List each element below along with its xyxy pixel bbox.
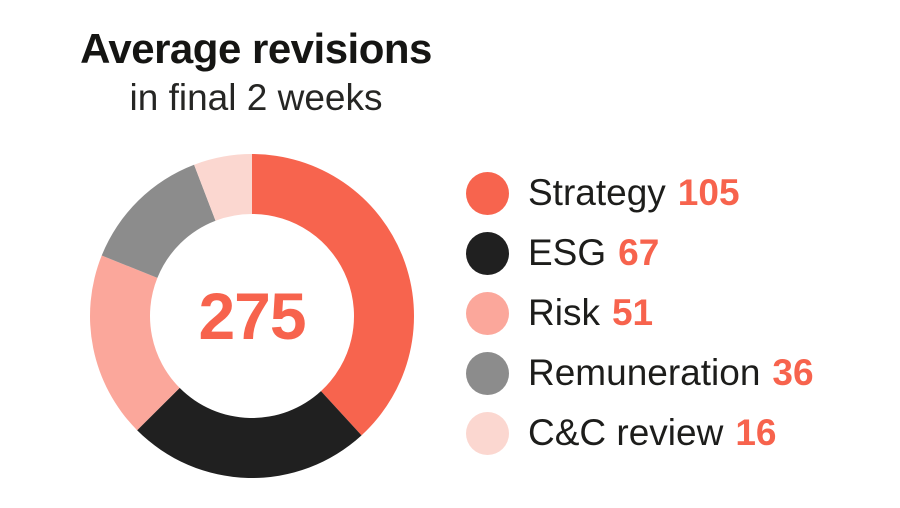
legend-item-cc-review: C&C review 16 [466, 403, 814, 463]
legend-value: 36 [772, 352, 814, 393]
donut-segment-c-c-review [194, 154, 252, 221]
page-title: Average revisions [80, 25, 432, 72]
donut-segment-remuneration [101, 164, 216, 278]
legend-label: ESG [528, 232, 607, 273]
donut-segment-esg [137, 387, 362, 478]
legend-item-strategy: Strategy 105 [466, 163, 814, 223]
legend-item-esg: ESG 67 [466, 223, 814, 283]
legend-swatch [466, 171, 509, 215]
legend-item-risk: Risk 51 [466, 283, 814, 343]
legend-value: 67 [618, 232, 660, 273]
title-block: Average revisions in final 2 weeks [57, 25, 455, 119]
donut-segment-risk [89, 255, 180, 431]
legend-swatch [466, 291, 509, 335]
donut-segment-strategy [252, 154, 414, 436]
legend-swatch [466, 231, 509, 275]
legend-label: C&C review [528, 412, 724, 453]
legend-label: Strategy [528, 172, 666, 213]
legend-label: Remuneration [528, 352, 761, 393]
legend-label: Risk [528, 292, 600, 333]
legend-swatch [466, 351, 509, 395]
legend-swatch [466, 411, 509, 455]
legend-value: 51 [611, 292, 654, 333]
page-subtitle: in final 2 weeks [129, 77, 383, 119]
legend-item-remuneration: Remuneration 36 [466, 343, 814, 403]
chart-legend: Strategy 105 ESG 67 Risk 51 Remuneration… [466, 163, 814, 463]
legend-value: 16 [735, 412, 777, 453]
donut-chart-svg [89, 154, 414, 478]
donut-chart: 275 [82, 146, 422, 486]
legend-value: 105 [677, 172, 740, 213]
